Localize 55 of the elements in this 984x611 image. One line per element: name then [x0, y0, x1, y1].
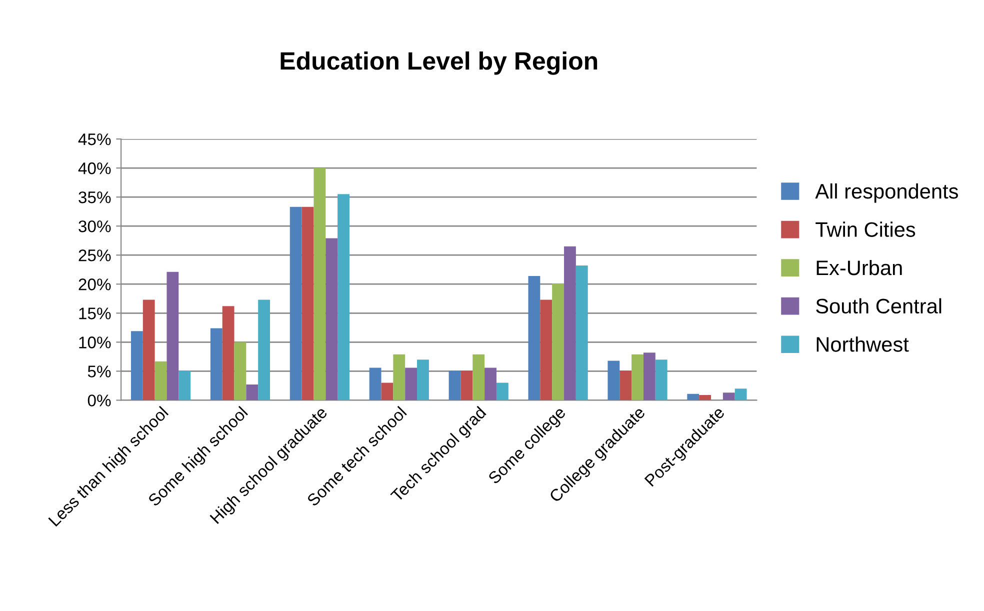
bar [222, 306, 234, 400]
bar [302, 206, 314, 400]
bar [338, 194, 350, 400]
bar [130, 331, 143, 400]
bar [246, 384, 258, 400]
bar [632, 354, 644, 400]
bar [314, 168, 326, 400]
legend-label: South Central [816, 298, 942, 314]
bar [472, 354, 485, 400]
bar [540, 300, 552, 400]
y-tick-label: 30% [78, 220, 111, 232]
bar [620, 370, 632, 400]
bar [290, 206, 302, 400]
bar [484, 368, 496, 400]
bar [699, 394, 712, 400]
bar [393, 354, 406, 400]
bar [369, 368, 382, 400]
bar [417, 360, 429, 400]
bar [608, 360, 620, 400]
bar [405, 368, 418, 400]
legend-label: Twin Cities [816, 222, 916, 237]
y-tick-label: 25% [78, 249, 111, 262]
bar [448, 370, 461, 400]
bar [460, 370, 473, 400]
bar [564, 246, 576, 400]
bar [326, 238, 338, 400]
legend-label: Ex-Urban [816, 260, 902, 276]
legend-label: Northwest [816, 336, 909, 352]
bar [734, 388, 747, 400]
bar [234, 342, 246, 400]
bar [154, 361, 167, 400]
y-tick-label: 35% [78, 191, 111, 204]
bar [722, 392, 735, 400]
y-tick-label: 15% [79, 308, 111, 320]
bar [552, 284, 564, 400]
y-tick-label: 0% [88, 394, 111, 406]
y-tick-label: 10% [79, 336, 111, 348]
legend-label: All respondents [815, 183, 958, 203]
bar [528, 276, 540, 400]
bar [655, 360, 668, 400]
bar [258, 300, 270, 400]
bar [496, 382, 508, 400]
bar [687, 394, 700, 400]
y-tick-label: 5% [88, 366, 111, 378]
y-tick-label: 20% [78, 278, 111, 290]
y-tick-label: 45% [78, 133, 111, 146]
bar [142, 300, 155, 400]
bar [576, 266, 588, 400]
y-tick-label: 40% [78, 162, 111, 174]
bar [178, 370, 191, 400]
bar [643, 352, 656, 400]
bar [381, 382, 394, 400]
bar [166, 272, 179, 400]
bar [210, 328, 222, 400]
chart-title: Education Level by Region [280, 51, 598, 75]
